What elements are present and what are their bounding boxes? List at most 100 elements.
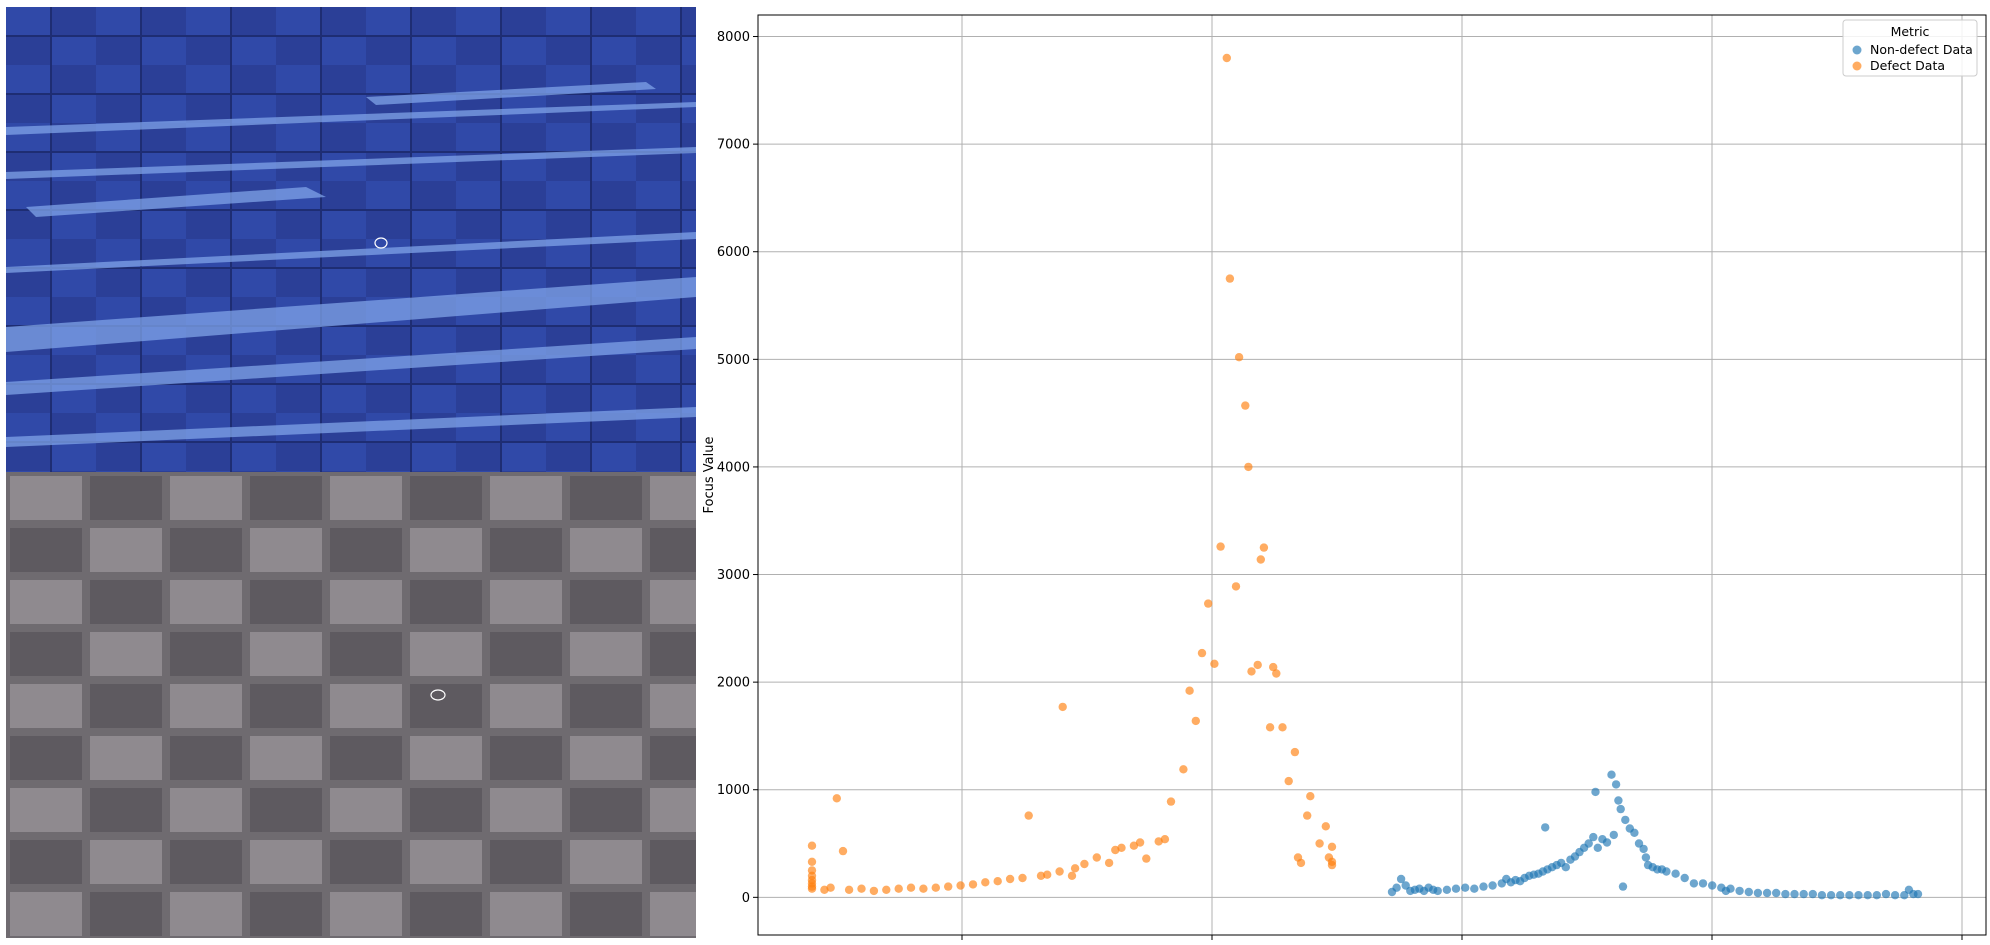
plot-frame xyxy=(757,14,1987,936)
non-defect-point xyxy=(1872,891,1882,900)
defect-point xyxy=(1005,874,1015,884)
defect-point xyxy=(1272,669,1281,678)
defect-point xyxy=(1055,867,1064,876)
defect-point xyxy=(1197,648,1207,658)
defect-point xyxy=(1129,841,1139,850)
defect-point xyxy=(1024,811,1033,820)
defect-point xyxy=(1296,858,1306,868)
non-defect-point xyxy=(1671,869,1680,878)
non-defect-point xyxy=(1618,882,1628,891)
scatter-points xyxy=(807,53,1923,900)
defect-point xyxy=(882,885,891,894)
legend-marker-defect xyxy=(1852,61,1862,71)
non-defect-point xyxy=(1735,886,1744,896)
defect-point xyxy=(1204,599,1213,608)
y-tick-label: 7000 xyxy=(717,138,750,153)
defect-point xyxy=(1070,864,1080,873)
non-defect-point xyxy=(1744,887,1754,897)
defect-point xyxy=(956,881,965,890)
defect-point xyxy=(1278,723,1287,732)
defect-point xyxy=(826,883,835,892)
defect-point xyxy=(1234,353,1244,362)
defect-point xyxy=(1092,853,1101,862)
defect-point xyxy=(1117,843,1126,852)
defect-point xyxy=(1256,555,1265,564)
legend-title: Metric xyxy=(1891,24,1930,39)
defect-point xyxy=(906,883,916,892)
defect-point xyxy=(1018,873,1027,883)
defect-point xyxy=(1244,462,1253,472)
non-defect-point xyxy=(1863,891,1872,900)
non-defect-point xyxy=(1689,879,1699,888)
defect-point xyxy=(1043,870,1052,879)
defect-point xyxy=(1253,660,1262,670)
non-defect-point xyxy=(1609,830,1618,840)
non-defect-point xyxy=(1470,884,1479,893)
legend: Metric Non-defect Data Defect Data xyxy=(1842,19,1978,77)
non-defect-point xyxy=(1614,796,1623,805)
non-defect-point xyxy=(1708,881,1717,890)
focus-marker-top xyxy=(374,237,388,249)
defect-point xyxy=(931,883,940,892)
defect-point xyxy=(838,846,848,856)
defect-point xyxy=(807,857,817,866)
y-axis-label: Focus Value xyxy=(702,437,717,514)
non-defect-point xyxy=(1890,891,1900,900)
defect-point xyxy=(1306,792,1315,801)
defect-point xyxy=(1265,723,1275,732)
non-defect-point xyxy=(1845,891,1854,900)
non-defect-point xyxy=(1611,780,1621,789)
non-defect-point xyxy=(1593,843,1602,852)
defect-point xyxy=(1135,838,1145,847)
y-tick-label: 4000 xyxy=(717,460,750,475)
defect-point xyxy=(1327,860,1337,870)
non-defect-point xyxy=(1854,891,1863,900)
defect-point xyxy=(1269,662,1278,672)
defect-point xyxy=(1225,274,1235,283)
defect-point xyxy=(1191,716,1200,726)
non-defect-point xyxy=(1817,891,1827,900)
defect-point xyxy=(1216,542,1225,551)
defect-point xyxy=(1185,686,1194,695)
defect-point xyxy=(993,877,1002,886)
non-defect-point xyxy=(1680,873,1689,883)
defect-point xyxy=(981,878,990,887)
y-tick-label: 8000 xyxy=(717,30,750,45)
focus-value-scatter-chart: 0 1000 2000 3000 4000 5000 6000 7000 8000 Focus … xyxy=(702,14,1987,940)
non-defect-point xyxy=(1584,839,1593,848)
y-tick-label: 6000 xyxy=(717,245,750,260)
y-tick-label: 0 xyxy=(742,891,750,906)
non-defect-point xyxy=(1607,770,1616,779)
y-tick-label: 2000 xyxy=(717,676,750,691)
non-defect-point xyxy=(1621,815,1630,825)
non-defect-point xyxy=(1762,888,1772,898)
defect-point xyxy=(844,885,854,894)
legend-label-defect: Defect Data xyxy=(1870,58,1945,73)
non-defect-point xyxy=(1479,882,1488,891)
defect-point xyxy=(944,882,953,891)
defect-point xyxy=(1210,659,1219,668)
non-defect-point xyxy=(1836,891,1845,900)
defect-point xyxy=(807,884,817,893)
defect-point xyxy=(1327,842,1337,851)
defect-point xyxy=(1179,765,1188,774)
defect-point xyxy=(857,884,866,893)
non-defect-point xyxy=(1442,885,1452,894)
y-tick-label: 3000 xyxy=(717,568,750,583)
non-defect-point xyxy=(1772,888,1781,898)
defect-point xyxy=(1142,854,1151,863)
x-axis-ticks xyxy=(961,935,1963,940)
defect-point xyxy=(1290,747,1300,757)
defect-point xyxy=(832,794,841,803)
woven-fabric-image xyxy=(6,472,696,938)
non-defect-point xyxy=(1591,787,1600,797)
non-defect-point xyxy=(1808,889,1818,899)
y-axis-ticks: 0 1000 2000 3000 4000 5000 6000 7000 8000 xyxy=(717,30,758,906)
non-defect-point xyxy=(1913,889,1923,899)
defect-point xyxy=(894,884,903,893)
defect-point xyxy=(1160,835,1170,844)
non-defect-point xyxy=(1826,891,1836,900)
defect-point xyxy=(1036,871,1046,880)
defect-point xyxy=(1231,582,1241,591)
micrograph-blue-image xyxy=(6,7,696,472)
